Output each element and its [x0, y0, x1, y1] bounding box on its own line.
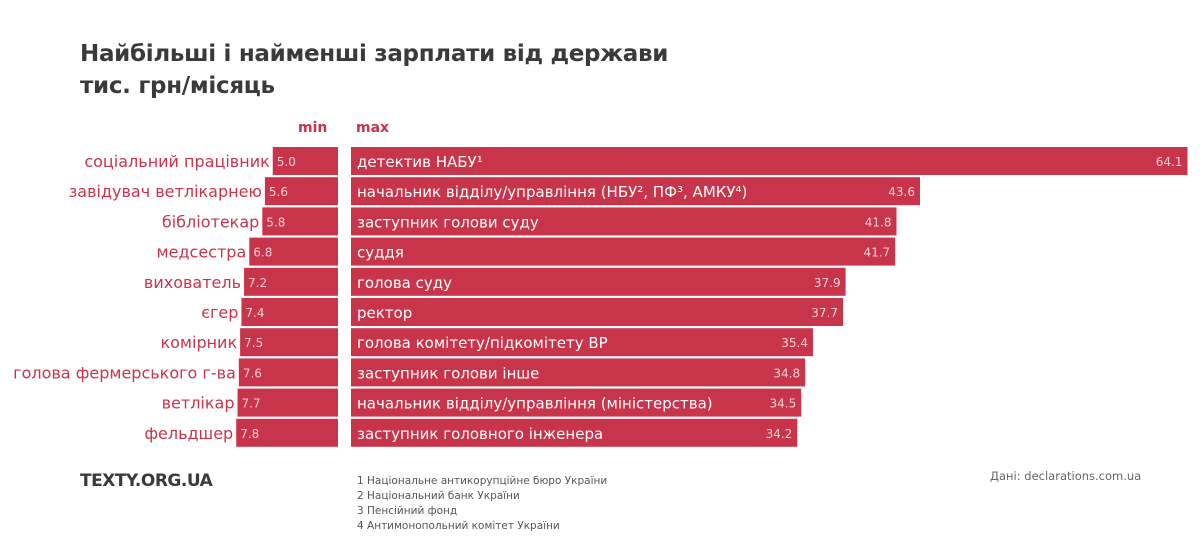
max-bar	[351, 207, 897, 236]
max-category-label: заступник головного інженера	[357, 425, 603, 443]
min-value-label: 7.6	[243, 366, 262, 380]
max-value-label: 37.7	[811, 306, 838, 320]
max-value-label: 35.4	[781, 336, 808, 350]
title-line-2: тис. грн/місяць	[80, 73, 275, 99]
min-category-label: завідувач ветлікарнею	[69, 182, 262, 201]
min-bar	[272, 147, 338, 175]
max-column-header: max	[356, 120, 390, 136]
min-category-label: соціальний працівник	[84, 152, 270, 171]
min-value-label: 5.6	[269, 185, 288, 199]
max-bar	[351, 177, 920, 206]
max-category-label: заступник голови інше	[357, 364, 539, 382]
max-category-label: заступник голови суду	[357, 213, 539, 231]
min-value-label: 7.5	[244, 336, 263, 350]
min-category-label: єгер	[201, 303, 238, 322]
min-category-label: бібліотекар	[162, 212, 259, 231]
min-category-label: медсестра	[157, 243, 247, 262]
min-category-label: ветлікар	[162, 394, 235, 413]
max-bar	[351, 237, 896, 266]
max-category-label: ректор	[357, 304, 412, 322]
max-category-label: суддя	[357, 244, 404, 262]
max-category-label: голова суду	[357, 274, 452, 292]
min-bar	[241, 298, 338, 326]
max-category-label: голова комітету/підкомітету ВР	[357, 334, 608, 352]
max-value-label: 34.2	[766, 427, 793, 441]
max-value-label: 41.7	[863, 246, 890, 260]
min-bar	[240, 328, 338, 357]
min-value-label: 5.0	[277, 155, 296, 169]
max-value-label: 64.1	[1156, 155, 1183, 169]
max-bar	[351, 388, 802, 417]
max-value-label: 41.8	[865, 215, 892, 229]
min-category-label: голова фермерського г-ва	[13, 363, 236, 382]
min-value-label: 7.7	[242, 397, 261, 411]
min-column-header: min	[298, 120, 328, 136]
min-category-label: фельдшер	[144, 424, 233, 443]
footnote-3: 3 Пенсійний фонд	[357, 505, 458, 517]
max-category-label: начальник відділу/управління (міністерст…	[357, 395, 713, 413]
min-bar	[264, 177, 338, 206]
max-bar	[351, 267, 846, 296]
min-category-label: вихователь	[144, 273, 241, 292]
chart-title: Найбільші і найменші зарплати від держав…	[80, 38, 668, 102]
min-value-label: 6.8	[253, 246, 272, 260]
min-bar	[237, 388, 338, 417]
data-source: Дані: declarations.com.ua	[990, 469, 1142, 483]
footnote-1: 1 Національне антикорупційне бюро Україн…	[357, 475, 608, 487]
min-bar	[238, 358, 338, 387]
max-bar	[351, 418, 798, 447]
max-value-label: 43.6	[888, 185, 915, 199]
footnotes: 1 Національне антикорупційне бюро Україн…	[357, 474, 607, 534]
min-bar	[244, 267, 338, 296]
title-line-1: Найбільші і найменші зарплати від держав…	[80, 41, 669, 67]
texty-logo: TEXTY.ORG.UA	[80, 471, 213, 491]
min-value-label: 7.2	[248, 276, 267, 290]
min-bar	[262, 207, 338, 236]
max-value-label: 34.5	[770, 397, 797, 411]
max-category-label: начальник відділу/управління (НБУ², ПФ³,…	[357, 183, 747, 201]
max-category-label: детектив НАБУ¹	[357, 153, 483, 171]
min-bar	[236, 418, 338, 447]
min-value-label: 7.4	[245, 306, 264, 320]
footnote-4: 4 Антимонопольний комітет України	[357, 520, 560, 532]
min-value-label: 7.8	[240, 427, 259, 441]
max-bar	[351, 358, 806, 387]
min-category-label: комірник	[160, 333, 237, 352]
max-bar	[351, 147, 1188, 175]
max-value-label: 34.8	[773, 366, 800, 380]
max-bar	[351, 298, 843, 326]
min-bar	[249, 237, 338, 266]
max-bar	[351, 328, 813, 357]
min-value-label: 5.8	[266, 215, 285, 229]
footnote-2: 2 Національний банк України	[357, 490, 520, 502]
max-value-label: 37.9	[814, 276, 841, 290]
